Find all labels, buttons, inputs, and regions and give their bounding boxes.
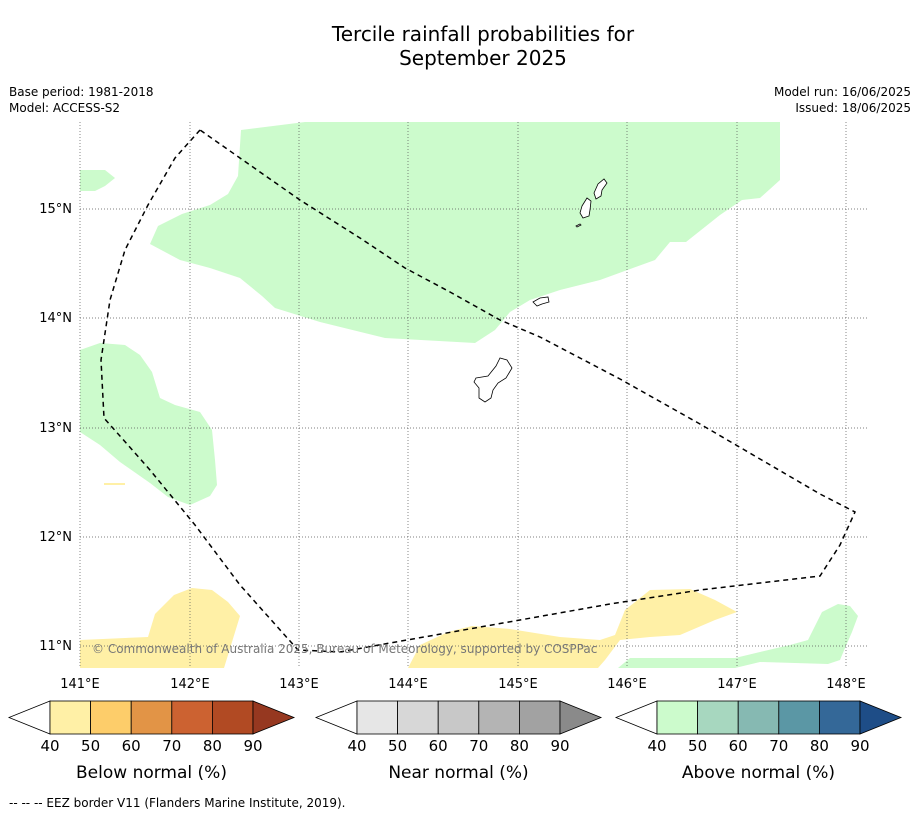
lat-label-11: 11°N (39, 639, 72, 654)
issued-text: Issued: 18/06/2025 (795, 101, 911, 115)
colorbar-3: 40 50 60 70 80 90 Above normal (%) (614, 700, 903, 783)
copyright-watermark: © Commonwealth of Australia 2025, Bureau… (92, 642, 597, 656)
above-normal-region-north (150, 122, 780, 343)
colorbar-tick-label: 80 (810, 737, 829, 755)
lon-label-145: 145°E (498, 677, 538, 692)
below-normal-region-southwest (80, 588, 240, 668)
colorbar-max-extension (859, 700, 903, 735)
colorbar-segment (478, 700, 520, 735)
lat-label-13: 13°N (39, 421, 72, 436)
lon-label-147: 147°E (717, 677, 757, 692)
rota-island (532, 296, 550, 307)
lon-label-141: 141°E (60, 677, 100, 692)
eez-footnote: -- -- -- EEZ border V11 (Flanders Marine… (9, 796, 346, 810)
colorbar-tick-label: 70 (162, 737, 181, 755)
tinian-island (579, 197, 592, 219)
map-title: Tercile rainfall probabilities for Septe… (0, 22, 919, 70)
colorbar-tick-label: 70 (769, 737, 788, 755)
colorbar-segment (819, 700, 861, 735)
colorbar-1: 40 50 60 70 80 90 Below normal (%) (7, 700, 296, 783)
colorbar-segment (211, 700, 254, 735)
colorbar-max-extension (252, 700, 296, 735)
colorbar-tick-label: 90 (550, 737, 569, 755)
saipan-island (593, 178, 608, 200)
colorbar-segment (778, 700, 820, 735)
colorbar-segment (130, 700, 173, 735)
colorbar-min-extension (314, 700, 358, 735)
colorbar-tick-label: 90 (243, 737, 262, 755)
above-normal-region-west (80, 343, 217, 505)
below-normal-region-small (104, 483, 125, 485)
aguijan-island (575, 223, 582, 228)
colorbar-segment (49, 700, 91, 735)
colorbar-segment (656, 700, 698, 735)
colorbar-segment (90, 700, 132, 735)
colorbar-segment (397, 700, 439, 735)
map-panel: 15°N 14°N 13°N 12°N 11°N 141°E 142°E 143… (39, 122, 867, 692)
legends: 40 50 60 70 80 90 Below normal (%) 40 50 60 70 80 90… (7, 700, 903, 783)
colorbar-tick-label: 50 (388, 737, 407, 755)
colorbar-title: Near normal (%) (388, 763, 528, 783)
colorbar-segment (737, 700, 780, 735)
lon-label-143: 143°E (279, 677, 319, 692)
colorbar-tick-label: 50 (688, 737, 707, 755)
colorbar-2: 40 50 60 70 80 90 Near normal (%) (314, 700, 603, 783)
above-normal-region-southeast (618, 604, 858, 668)
colorbar-title: Above normal (%) (682, 763, 835, 783)
gridlines (79, 122, 867, 668)
meta-right: Model run: 16/06/2025 Issued: 18/06/2025 (774, 84, 911, 116)
colorbar-tick-label: 50 (81, 737, 100, 755)
colorbar-segment (437, 700, 480, 735)
guam-island (473, 357, 513, 403)
colorbar-max-extension (559, 700, 603, 735)
colorbar-tick-label: 40 (347, 737, 366, 755)
lat-label-15: 15°N (39, 202, 72, 217)
colorbar-tick-label: 90 (850, 737, 869, 755)
colorbar-min-extension (614, 700, 658, 735)
lon-label-146: 146°E (607, 677, 647, 692)
colorbar-min-extension (7, 700, 51, 735)
colorbar-tick-label: 40 (647, 737, 666, 755)
base-period-text: Base period: 1981-2018 (9, 85, 154, 99)
colorbar-tick-label: 60 (429, 737, 448, 755)
colorbar-tick-label: 60 (729, 737, 748, 755)
colorbar-segment (697, 700, 739, 735)
colorbar-segment (356, 700, 398, 735)
colorbar-tick-label: 80 (203, 737, 222, 755)
colorbar-tick-label: 80 (510, 737, 529, 755)
colorbar-tick-label: 40 (40, 737, 59, 755)
islands (473, 178, 608, 403)
model-text: Model: ACCESS-S2 (9, 101, 121, 115)
lat-label-12: 12°N (39, 530, 72, 545)
colorbar-tick-label: 60 (122, 737, 141, 755)
title-line-2: September 2025 (399, 46, 567, 70)
meta-left: Base period: 1981-2018 Model: ACCESS-S2 (9, 84, 154, 116)
colorbar-segment (171, 700, 213, 735)
lon-label-144: 144°E (388, 677, 428, 692)
colorbar-title: Below normal (%) (76, 763, 227, 783)
title-line-1: Tercile rainfall probabilities for (331, 22, 635, 46)
above-normal-region-top-left (80, 170, 115, 191)
below-normal-region-south (408, 589, 737, 668)
colorbar-segment (519, 700, 561, 735)
model-run-text: Model run: 16/06/2025 (773, 85, 911, 99)
colorbar-tick-label: 70 (469, 737, 488, 755)
lat-label-14: 14°N (39, 311, 72, 326)
lon-label-148: 148°E (826, 677, 866, 692)
eez-border (100, 129, 856, 653)
lon-label-142: 142°E (170, 677, 210, 692)
